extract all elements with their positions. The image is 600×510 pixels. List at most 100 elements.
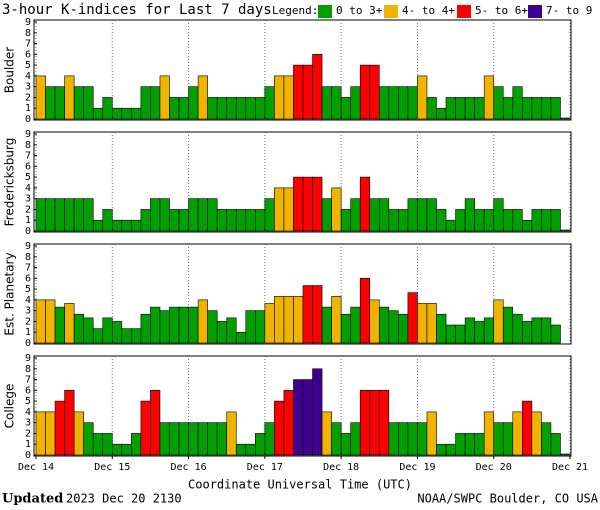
y-tick-label: 8 xyxy=(25,28,31,39)
bar xyxy=(512,411,523,456)
bar xyxy=(121,443,132,456)
bar xyxy=(560,117,571,120)
bar xyxy=(197,299,208,344)
bar xyxy=(522,97,533,120)
y-tick-label: 3 xyxy=(25,194,31,205)
bar xyxy=(131,433,142,456)
bar xyxy=(312,368,323,456)
bar xyxy=(369,390,380,456)
bar xyxy=(140,209,151,232)
bar xyxy=(407,422,418,456)
bar xyxy=(359,176,371,232)
bar xyxy=(340,209,351,232)
bar xyxy=(388,86,399,120)
y-tick-label: 6 xyxy=(25,385,31,396)
y-tick-label: 5 xyxy=(25,172,31,183)
bar xyxy=(131,107,142,120)
bar xyxy=(417,198,428,232)
bar xyxy=(102,433,113,456)
bar xyxy=(150,390,161,456)
bar xyxy=(541,97,552,120)
bar xyxy=(398,313,409,344)
bar xyxy=(54,400,65,456)
bar xyxy=(331,187,342,232)
bar xyxy=(483,317,495,344)
y-tick-label: 5 xyxy=(25,396,31,407)
bar xyxy=(35,411,46,456)
bar xyxy=(483,209,495,232)
bar xyxy=(255,310,266,344)
y-tick-label: 8 xyxy=(25,140,31,151)
bar xyxy=(541,209,552,232)
y-tick-label: 0 xyxy=(25,226,31,237)
bar xyxy=(378,198,390,232)
bar xyxy=(150,198,161,232)
x-tick-label: Dec 20 xyxy=(476,462,512,473)
y-tick-label: 1 xyxy=(25,327,31,338)
bar xyxy=(426,97,437,120)
bar xyxy=(121,328,132,344)
bar xyxy=(550,97,561,120)
bar xyxy=(140,400,151,456)
bar xyxy=(121,219,132,232)
bar xyxy=(188,422,199,456)
y-axis-label: Est. Planetary xyxy=(3,252,17,335)
bar xyxy=(159,75,170,120)
bar xyxy=(102,97,113,120)
bar xyxy=(178,306,189,344)
x-axis-label: Coordinate Universal Time (UTC) xyxy=(188,478,412,492)
bar xyxy=(522,321,533,344)
y-tick-label: 4 xyxy=(25,183,31,194)
bar xyxy=(140,313,151,344)
bar xyxy=(531,411,542,456)
bar xyxy=(264,86,275,120)
bar xyxy=(331,422,342,456)
y-axis-label: College xyxy=(3,384,17,429)
bar xyxy=(378,86,390,120)
bar xyxy=(493,422,504,456)
y-tick-label: 2 xyxy=(25,204,31,215)
bar xyxy=(197,422,208,456)
bar xyxy=(207,97,218,120)
bar xyxy=(131,219,142,232)
y-tick-label: 1 xyxy=(25,215,31,226)
bar xyxy=(455,209,466,232)
bar xyxy=(235,443,247,456)
bar xyxy=(245,443,256,456)
bar xyxy=(512,209,523,232)
legend-label: 4- to 4+ xyxy=(402,4,455,17)
bar xyxy=(92,219,104,232)
bar xyxy=(188,198,199,232)
bar xyxy=(226,97,237,120)
bar xyxy=(111,443,123,456)
bar xyxy=(522,400,533,456)
bar xyxy=(169,306,180,344)
bar xyxy=(45,299,56,344)
bar xyxy=(283,75,294,120)
bar xyxy=(302,379,313,456)
chart-title: 3-hour K-indices for Last 7 days xyxy=(2,2,272,18)
plot-frame xyxy=(33,243,572,345)
bar xyxy=(474,97,485,120)
y-tick-label: 4 xyxy=(25,295,31,306)
bar xyxy=(407,292,418,344)
bar xyxy=(64,198,75,232)
bar xyxy=(150,306,161,344)
y-tick-label: 7 xyxy=(25,263,31,274)
y-tick-label: 7 xyxy=(25,375,31,386)
bar xyxy=(417,422,428,456)
y-tick-label: 3 xyxy=(25,418,31,429)
bar xyxy=(293,176,304,232)
y-tick-label: 2 xyxy=(25,428,31,439)
legend-swatch xyxy=(384,5,398,18)
y-tick-label: 5 xyxy=(25,284,31,295)
bar xyxy=(426,303,437,344)
bar xyxy=(426,198,437,232)
bar xyxy=(378,390,390,456)
bar xyxy=(178,422,189,456)
bar xyxy=(388,209,399,232)
y-tick-label: 1 xyxy=(25,103,31,114)
y-tick-label: 9 xyxy=(25,353,31,364)
bar xyxy=(302,285,313,344)
